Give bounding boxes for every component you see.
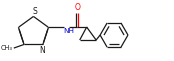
Text: O: O [74, 3, 80, 12]
Text: N: N [40, 46, 45, 55]
Text: CH₃: CH₃ [1, 45, 13, 51]
Text: S: S [32, 7, 37, 16]
Text: NH: NH [64, 28, 74, 34]
